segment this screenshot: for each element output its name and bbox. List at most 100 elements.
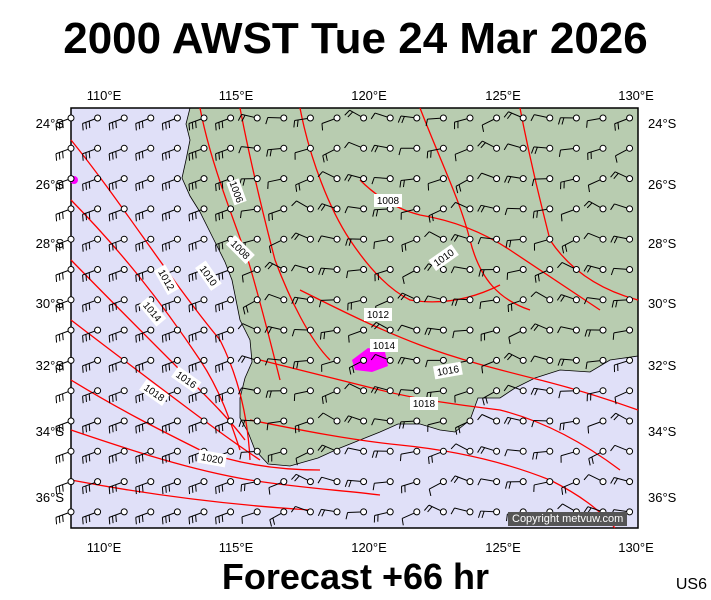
wind-barb-feather xyxy=(191,243,194,251)
lat-labels-right: 24°S 26°S 28°S 30°S 32°S 34°S 36°S xyxy=(648,116,677,505)
station-circle xyxy=(386,478,394,486)
station-circle xyxy=(227,478,235,486)
station-circle xyxy=(67,266,75,273)
station-circle xyxy=(67,205,75,213)
wind-barb-feather xyxy=(291,200,297,207)
wind-barb-feather xyxy=(138,425,141,433)
wind-barb-feather xyxy=(296,361,299,369)
wind-barb-feather xyxy=(168,424,171,432)
wind-barb-feather xyxy=(503,352,510,359)
station-circle xyxy=(253,175,261,183)
station-circle xyxy=(147,114,155,122)
wind-barb-feather xyxy=(344,109,350,116)
station-circle xyxy=(227,144,235,152)
wind-barb-feather xyxy=(424,231,430,238)
wind-barb-feather xyxy=(82,244,84,252)
station-circle xyxy=(413,417,421,425)
wind-barb-feather xyxy=(161,184,164,192)
wind-barb-feather xyxy=(454,154,457,162)
wind-barb-feather xyxy=(161,214,164,222)
wind-barb-feather xyxy=(478,269,482,277)
station-circle xyxy=(493,387,501,395)
station-circle xyxy=(200,296,208,304)
station-circle xyxy=(493,266,501,273)
station-circle xyxy=(546,144,554,152)
station-circle xyxy=(519,114,527,122)
wind-barb-feather xyxy=(587,426,590,434)
station-circle xyxy=(333,266,341,273)
station-circle xyxy=(466,478,474,486)
station-circle xyxy=(227,296,235,304)
station-circle xyxy=(626,266,634,273)
wind-barb-feather xyxy=(294,297,299,305)
station-circle xyxy=(253,447,261,455)
station-circle xyxy=(67,326,75,334)
wind-barb-feather xyxy=(115,424,117,432)
wind-barb-feather xyxy=(115,181,117,189)
wind-barb-feather xyxy=(188,123,191,131)
wind-barb-feather xyxy=(344,174,349,181)
wind-barb-feather xyxy=(188,517,191,525)
wind-barb-feather xyxy=(245,305,249,313)
station-circle xyxy=(413,144,421,152)
wind-barb-feather xyxy=(344,415,349,422)
wind-barb-feather xyxy=(237,114,243,121)
wind-barb-feather xyxy=(295,184,298,192)
wind-barb-feather xyxy=(161,456,164,464)
wind-barb-feather xyxy=(613,414,620,421)
station-circle xyxy=(360,144,368,152)
station-circle xyxy=(120,387,128,395)
station-circle xyxy=(546,114,554,122)
station-circle xyxy=(173,417,181,425)
wind-barb-feather xyxy=(458,184,462,192)
wind-barb-feather xyxy=(195,151,197,159)
wind-barb-feather xyxy=(108,153,111,161)
wind-barb-feather xyxy=(111,213,114,221)
station-circle xyxy=(439,417,447,425)
station-circle xyxy=(599,175,607,183)
wind-barb-feather xyxy=(161,335,164,343)
station-circle xyxy=(466,356,474,364)
station-circle xyxy=(439,356,447,364)
wind-barb-feather xyxy=(85,394,87,402)
wind-barb-feather xyxy=(556,294,562,301)
station-circle xyxy=(173,387,181,395)
wind-barb-feather xyxy=(290,232,297,239)
wind-barb-feather xyxy=(218,273,220,281)
isobar-label: 1018 xyxy=(413,399,436,410)
wind-barb-feather xyxy=(85,455,87,463)
wind-barb-feather xyxy=(481,511,485,519)
wind-barb-feather xyxy=(88,302,91,310)
wind-barb-feather xyxy=(82,426,84,434)
wind-barb-feather xyxy=(58,394,61,402)
station-circle xyxy=(493,478,501,486)
wind-barb-feather xyxy=(508,481,512,489)
wind-barb-feather xyxy=(562,422,565,430)
wind-barb-feather xyxy=(505,240,508,248)
wind-barb-feather xyxy=(404,243,407,251)
wind-barb-feather xyxy=(191,213,194,221)
station-circle xyxy=(413,447,421,455)
wind-barb-feather xyxy=(188,184,191,192)
wind-barb-feather xyxy=(583,265,588,272)
wind-barb-feather xyxy=(397,357,402,364)
wind-barb-feather xyxy=(58,273,61,281)
station-circle xyxy=(466,266,474,273)
station-circle xyxy=(306,508,314,516)
station-circle xyxy=(572,205,580,213)
wind-barb-feather xyxy=(583,232,589,240)
station-circle xyxy=(94,478,102,486)
wind-barb-feather xyxy=(221,363,224,371)
wind-barb-feather xyxy=(58,304,61,312)
station-circle xyxy=(360,508,368,516)
wind-barb-feather xyxy=(425,119,428,127)
wind-barb-feather xyxy=(272,517,276,525)
wind-barb-feather xyxy=(111,152,114,160)
wind-barb-feather xyxy=(85,243,87,251)
wind-barb-feather xyxy=(62,272,64,280)
station-circle xyxy=(200,508,208,516)
wind-barb-feather xyxy=(402,276,405,284)
station-circle xyxy=(227,447,235,455)
station-circle xyxy=(147,144,155,152)
isobar-label: 1008 xyxy=(377,196,400,207)
